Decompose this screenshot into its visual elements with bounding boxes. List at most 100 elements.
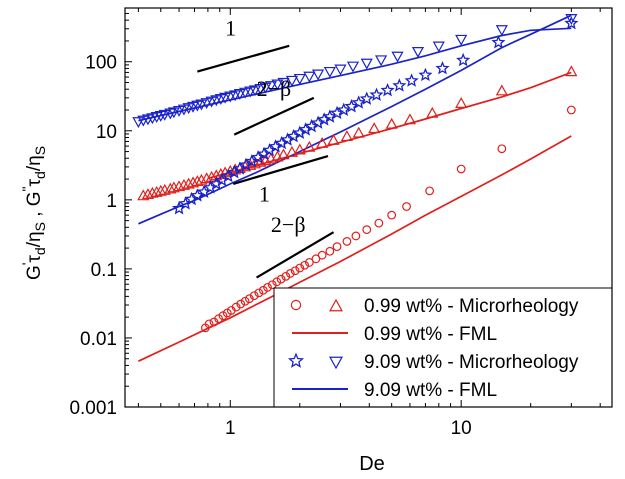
legend-label: 0.99 wt% - FML [364,324,497,345]
data-point-circle [425,186,435,196]
y-tick-label: 0.01 [80,329,117,350]
data-point-triangle-down [432,41,445,53]
data-point-triangle-down [285,75,299,87]
data-point-triangle-up [303,140,316,152]
data-point-star [262,142,277,157]
data-point-star [209,176,224,190]
legend-label: 9.09 wt% - FML [364,380,497,401]
data-point-triangle-up [277,148,290,160]
data-point-circle [281,271,291,281]
data-point-triangle-up [172,180,186,192]
data-point-star [256,146,272,161]
data-point-star [392,78,407,92]
x-axis-label: De [359,453,385,475]
data-point-triangle-down [164,108,177,120]
data-point-triangle-up [340,130,353,142]
data-point-star [369,87,384,101]
data-point-triangle-up [403,113,417,125]
data-point-triangle-down [411,46,425,58]
y-axis-label-part: S [32,146,48,155]
data-point-triangle-down [455,34,468,46]
data-point-triangle-down [264,81,278,93]
data-point-circle [362,225,372,235]
data-point-triangle-down [277,77,290,89]
y-axis-label-part: /η [24,231,45,247]
y-tick-label: 100 [85,53,117,74]
data-point-circle [351,231,361,241]
data-point-triangle-down [375,55,388,67]
slope-guide-line [197,44,290,73]
series-line-4 [138,135,572,362]
data-point-triangle-up [137,189,150,201]
data-point-triangle-up [316,136,329,148]
data-point-star [404,73,419,87]
data-point-triangle-up [455,97,468,108]
slope-guide-line [233,96,315,136]
y-axis-label-part: " [19,186,35,191]
data-point-triangle-up [285,145,299,157]
data-point-circle [254,288,264,298]
data-point-circle [231,302,241,312]
data-point-star [336,102,351,117]
y-axis-label-part: ' [19,263,35,266]
data-point-star [221,168,236,183]
data-point-circle [244,294,254,304]
y-axis-label-part: τ [24,178,45,186]
data-point-triangle-up [186,176,200,188]
data-point-circle [204,319,214,329]
plot-area: 12−β12−β [132,14,579,362]
data-point-star [418,67,433,82]
data-point-star [292,125,307,139]
data-point-circle [304,258,314,267]
data-point-circle [240,296,250,306]
data-point-circle [249,291,259,301]
data-point-star [351,95,366,109]
data-point-star [380,82,395,97]
data-point-circle [267,280,277,290]
data-point-star [456,52,471,67]
slope-label: 2−β [271,212,306,237]
data-point-triangle-down [219,92,232,104]
data-point-triangle-down [167,107,180,119]
y-axis-label-part: S [32,222,48,231]
data-point-star [359,91,374,105]
data-point-star [203,180,218,194]
data-point-circle [387,210,397,220]
legend-entries: 0.99 wt% - Microrheology 0.99 wt% - FML 9.… [287,296,579,401]
data-point-triangle-down [254,83,267,95]
data-point-star [564,15,579,30]
data-point-triangle-up [164,182,177,194]
y-tick-label: 0.001 [69,398,117,419]
y-axis-label-part: , G [24,191,45,222]
data-point-star [274,135,289,150]
data-point-triangle-down [233,89,246,100]
y-axis-label-part: /η [24,155,45,171]
legend-label: 0.99 wt% - Microrheology [364,296,579,317]
data-point-star [280,132,295,146]
data-point-circle [276,274,286,284]
data-point-triangle-down [565,14,578,25]
data-point-triangle-down [346,61,360,73]
y-axis-label: G'τd/ηS , G"τd/ηS [19,146,48,280]
data-point-triangle-up [191,175,204,187]
data-point-triangle-down [158,109,171,121]
plot-frame [124,7,613,408]
data-point-star [298,122,313,136]
legend [273,287,613,408]
data-point-triangle-up [327,133,340,145]
legend-marker [287,352,305,368]
data-point-star [227,164,242,179]
data-point-triangle-up [154,184,167,196]
data-point-star [317,112,332,126]
y-axis-label-part: G [24,265,45,280]
data-point-star [435,61,450,75]
data-point-circle [272,277,282,287]
data-point-circle [456,164,466,174]
data-point-circle [325,246,335,256]
data-point-triangle-up [195,173,208,185]
y-axis-label-part: τ [24,255,45,263]
data-point-triangle-down [195,99,208,111]
data-point-triangle-down [391,51,404,63]
legend-marker [329,356,343,370]
data-point-star [251,150,266,164]
